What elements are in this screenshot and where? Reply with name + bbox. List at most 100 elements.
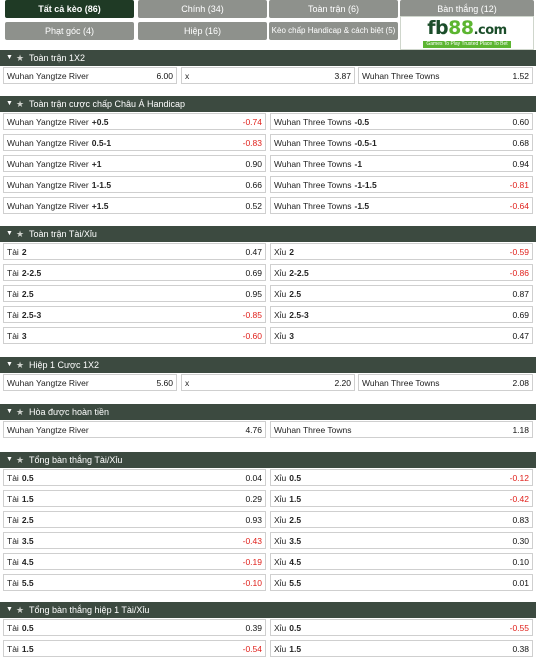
- handicap-line: 2-2.5: [21, 268, 42, 278]
- section-header[interactable]: ▼ ★ Hòa được hoàn tiền: [0, 404, 536, 420]
- handicap-line: 1-1.5: [91, 180, 112, 190]
- odds-cell[interactable]: Wuhan Yangtze River 5.60: [3, 374, 177, 391]
- odds-cell[interactable]: Xỉu 2.5 0.87: [270, 285, 533, 302]
- odds-cell[interactable]: Xỉu 3.5 0.30: [270, 532, 533, 549]
- caret-down-icon[interactable]: ▼: [6, 408, 13, 415]
- odds-cell[interactable]: Xỉu 2.5 0.83: [270, 511, 533, 528]
- section-header[interactable]: ▼ ★ Hiệp 1 Cược 1X2: [0, 357, 536, 373]
- selection-label: Xỉu 2: [274, 247, 295, 257]
- odds-cell[interactable]: Wuhan Yangtze River 0.5-1 -0.83: [3, 134, 266, 151]
- handicap-line: 5.5: [21, 578, 34, 588]
- section-header[interactable]: ▼ ★ Toàn trận cược chấp Châu Á Handicap: [0, 96, 536, 112]
- caret-down-icon[interactable]: ▼: [6, 456, 13, 463]
- odds-cell[interactable]: Xỉu 2 -0.59: [270, 243, 533, 260]
- tab-handicap[interactable]: Kèo chấp Handicap & cách biệt (5): [269, 22, 398, 40]
- fb88-logo[interactable]: fb88.com Games To Play Trusted Place To …: [400, 16, 534, 50]
- tab-half[interactable]: Hiệp (16): [138, 22, 267, 40]
- handicap-line: 0.5: [21, 473, 34, 483]
- odds-cell[interactable]: Xỉu 0.5 -0.55: [270, 619, 533, 636]
- caret-down-icon[interactable]: ▼: [6, 606, 13, 613]
- selection-label: Tài 3: [7, 331, 27, 341]
- star-icon[interactable]: ★: [16, 455, 25, 465]
- odds-cell[interactable]: Wuhan Three Towns 1.18: [270, 421, 533, 438]
- odds-cell[interactable]: Tài 1.5 0.29: [3, 490, 266, 507]
- tab-full-time[interactable]: Toàn trận (6): [269, 0, 398, 18]
- tab-goals[interactable]: Bàn thắng (12): [400, 0, 534, 18]
- star-icon[interactable]: ★: [16, 605, 25, 615]
- handicap-line: 2.5: [21, 289, 34, 299]
- odds-value: 0.90: [245, 159, 262, 169]
- caret-down-icon[interactable]: ▼: [6, 230, 13, 237]
- odds-cell[interactable]: Tài 0.5 0.04: [3, 469, 266, 486]
- odds-cell[interactable]: Tài 0.5 0.39: [3, 619, 266, 636]
- odds-cell[interactable]: Wuhan Yangtze River +0.5 -0.74: [3, 113, 266, 130]
- caret-down-icon[interactable]: ▼: [6, 361, 13, 368]
- star-icon[interactable]: ★: [16, 360, 25, 370]
- odds-cell[interactable]: x 2.20: [181, 374, 355, 391]
- star-icon[interactable]: ★: [16, 53, 25, 63]
- odds-cell[interactable]: Wuhan Three Towns -0.5-1 0.68: [270, 134, 533, 151]
- odds-cell[interactable]: Tài 1.5 -0.54: [3, 640, 266, 657]
- odds-cell[interactable]: Tài 2.5 0.95: [3, 285, 266, 302]
- odds-cell[interactable]: Tài 2-2.5 0.69: [3, 264, 266, 281]
- odds-cell[interactable]: Wuhan Yangtze River +1.5 0.52: [3, 197, 266, 214]
- odds-cell[interactable]: Xỉu 2-2.5 -0.86: [270, 264, 533, 281]
- odds-cell[interactable]: Xỉu 1.5 -0.42: [270, 490, 533, 507]
- odds-cell[interactable]: Wuhan Yangtze River 4.76: [3, 421, 266, 438]
- star-icon[interactable]: ★: [16, 407, 25, 417]
- odds-cell[interactable]: Wuhan Three Towns -1.5 -0.64: [270, 197, 533, 214]
- tab-all-markets[interactable]: Tất cả kèo (86): [5, 0, 134, 18]
- odds-cell[interactable]: Xỉu 0.5 -0.12: [270, 469, 533, 486]
- odds-cell[interactable]: Tài 3 -0.60: [3, 327, 266, 344]
- odds-cell[interactable]: Wuhan Three Towns -1-1.5 -0.81: [270, 176, 533, 193]
- section-header[interactable]: ▼ ★ Toàn trận 1X2: [0, 50, 536, 66]
- handicap-line: 3: [21, 331, 27, 341]
- handicap-line: 2.5-3: [21, 310, 42, 320]
- section-header[interactable]: ▼ ★ Tổng bàn thắng Tài/Xỉu: [0, 452, 536, 468]
- caret-down-icon[interactable]: ▼: [6, 100, 13, 107]
- caret-down-icon[interactable]: ▼: [6, 54, 13, 61]
- handicap-line: 0.5-1: [91, 138, 112, 148]
- odds-cell[interactable]: Xỉu 4.5 0.10: [270, 553, 533, 570]
- odds-value: -0.86: [509, 268, 529, 278]
- tab-main[interactable]: Chính (34): [138, 0, 267, 18]
- selection-label: Xỉu 2.5-3: [274, 310, 309, 320]
- odds-cell[interactable]: Wuhan Three Towns 2.08: [358, 374, 533, 391]
- tab-corners[interactable]: Phạt góc (4): [5, 22, 134, 40]
- odds-cell[interactable]: Xỉu 1.5 0.38: [270, 640, 533, 657]
- odds-cell[interactable]: Xỉu 2.5-3 0.69: [270, 306, 533, 323]
- star-icon[interactable]: ★: [16, 229, 25, 239]
- star-icon[interactable]: ★: [16, 99, 25, 109]
- odds-cell[interactable]: Wuhan Three Towns -0.5 0.60: [270, 113, 533, 130]
- odds-cell[interactable]: x 3.87: [181, 67, 355, 84]
- odds-cell[interactable]: Wuhan Yangtze River +1 0.90: [3, 155, 266, 172]
- odds-cell[interactable]: Tài 4.5 -0.19: [3, 553, 266, 570]
- odds-cell[interactable]: Wuhan Three Towns -1 0.94: [270, 155, 533, 172]
- selection-label: Tài 3.5: [7, 536, 34, 546]
- odds-value: 0.68: [512, 138, 529, 148]
- section-header[interactable]: ▼ ★ Tổng bàn thắng hiệp 1 Tài/Xỉu: [0, 602, 536, 618]
- odds-cell[interactable]: Tài 3.5 -0.43: [3, 532, 266, 549]
- section-title: Toàn trận Tài/Xỉu: [29, 229, 97, 239]
- section-header[interactable]: ▼ ★ Toàn trận Tài/Xỉu: [0, 226, 536, 242]
- handicap-line: 3: [289, 331, 295, 341]
- handicap-line: -1-1.5: [354, 180, 377, 190]
- odds-cell[interactable]: Wuhan Yangtze River 6.00: [3, 67, 177, 84]
- section-title: Hòa được hoàn tiền: [29, 407, 109, 417]
- odds-cell[interactable]: Wuhan Three Towns 1.52: [358, 67, 533, 84]
- odds-cell[interactable]: Xỉu 3 0.47: [270, 327, 533, 344]
- odds-cell[interactable]: Xỉu 5.5 0.01: [270, 574, 533, 591]
- odds-value: 0.47: [512, 331, 529, 341]
- handicap-line: -1.5: [354, 201, 370, 211]
- odds-value: -0.43: [242, 536, 262, 546]
- odds-cell[interactable]: Tài 2.5-3 -0.85: [3, 306, 266, 323]
- selection-label: Wuhan Yangtze River: [7, 71, 89, 81]
- handicap-line: 2: [289, 247, 295, 257]
- odds-value: -0.60: [242, 331, 262, 341]
- odds-cell[interactable]: Tài 2.5 0.93: [3, 511, 266, 528]
- selection-label: Tài 5.5: [7, 578, 34, 588]
- odds-cell[interactable]: Tài 5.5 -0.10: [3, 574, 266, 591]
- odds-cell[interactable]: Wuhan Yangtze River 1-1.5 0.66: [3, 176, 266, 193]
- odds-cell[interactable]: Tài 2 0.47: [3, 243, 266, 260]
- selection-label: x: [185, 378, 190, 388]
